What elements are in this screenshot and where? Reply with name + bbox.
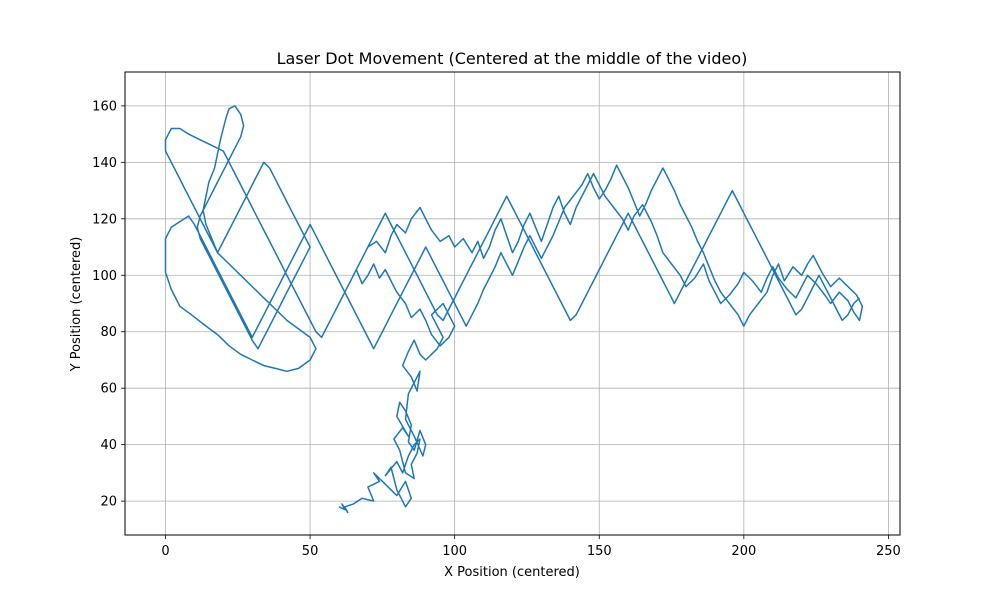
grid xyxy=(125,72,900,535)
x-tick-label: 150 xyxy=(587,544,612,559)
y-axis-ticks: 20 40 60 80 100 120 140 160 xyxy=(92,99,125,510)
series-layer xyxy=(164,105,864,514)
x-tick-label: 200 xyxy=(731,544,756,559)
y-tick-label: 20 xyxy=(100,495,117,510)
series-line xyxy=(164,105,864,514)
y-axis-label: Y Position (centered) xyxy=(69,237,84,373)
x-tick-label: 0 xyxy=(161,544,169,559)
y-tick-label: 80 xyxy=(100,325,117,340)
plot-frame xyxy=(124,71,901,536)
x-tick-label: 50 xyxy=(302,544,319,559)
y-tick-label: 160 xyxy=(92,99,117,114)
x-axis-label: X Position (centered) xyxy=(444,565,580,580)
x-tick-label: 100 xyxy=(442,544,467,559)
x-axis-ticks: 0 50 100 150 200 250 xyxy=(161,535,901,559)
y-tick-label: 100 xyxy=(92,269,117,284)
x-tick-label: 250 xyxy=(876,544,901,559)
y-tick-label: 120 xyxy=(92,212,117,227)
y-tick-label: 140 xyxy=(92,156,117,171)
y-tick-label: 60 xyxy=(100,382,117,397)
y-tick-label: 40 xyxy=(100,438,117,453)
chart-title: Laser Dot Movement (Centered at the midd… xyxy=(277,49,748,68)
